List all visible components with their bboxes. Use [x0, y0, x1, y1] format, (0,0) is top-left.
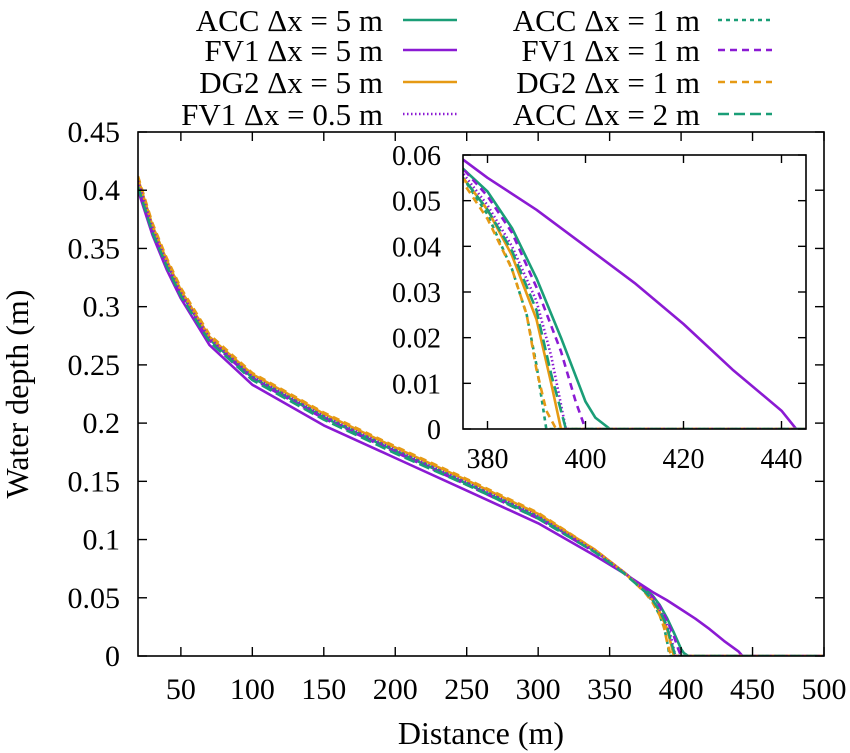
inset-series-line-fv1-dx-1 — [463, 166, 806, 429]
inset-series-line-acc-dx-2 — [463, 175, 806, 429]
x-axis-label: Distance (m) — [398, 715, 564, 751]
inset-plot: 380 400 420 440 0 0.01 0.02 0.03 0.04 0.05 0.06 — [392, 141, 807, 475]
y-tick-label: 0.4 — [83, 174, 121, 207]
inset-x-tick-label: 380 — [467, 444, 509, 475]
x-tick-label: 450 — [730, 673, 775, 706]
y-tick-label: 0.25 — [68, 349, 121, 382]
y-axis-label: Water depth (m) — [0, 290, 35, 499]
legend-label: FV1 Δx = 0.5 m — [181, 97, 383, 132]
main-plot: 50 100 150 200 250 300 350 400 450 500 0 0.05 0.1 0.1… — [0, 116, 847, 751]
inset-y-tick-label: 0.01 — [392, 369, 441, 400]
x-tick-label: 400 — [659, 673, 704, 706]
x-tick-label: 300 — [516, 673, 561, 706]
y-tick-label: 0.45 — [68, 116, 121, 149]
y-tick-label: 0.3 — [83, 291, 121, 324]
x-tick-label: 50 — [166, 673, 196, 706]
main-axis-ticks: 50 100 150 200 250 300 350 400 450 500 0 0.05 0.1 0.1… — [68, 116, 847, 706]
x-tick-label: 500 — [802, 673, 847, 706]
inset-series-line-dg2-dx-5 — [463, 175, 806, 429]
legend-label: ACC Δx = 5 m — [196, 3, 383, 38]
main-plot-frame — [137, 131, 825, 657]
inset-y-tick-label: 0.04 — [392, 232, 441, 263]
x-tick-label: 250 — [444, 673, 489, 706]
inset-x-tick-label: 420 — [663, 444, 705, 475]
y-tick-label: 0.2 — [83, 407, 121, 440]
inset-y-tick-label: 0.06 — [392, 141, 441, 172]
inset-y-tick-label: 0 — [427, 415, 441, 446]
main-series-line-acc-dx-2 — [138, 186, 824, 656]
y-tick-label: 0.15 — [68, 465, 121, 498]
inset-x-tick-label: 400 — [565, 444, 607, 475]
y-tick-label: 0.05 — [68, 582, 121, 615]
inset-y-tick-label: 0.05 — [392, 187, 441, 218]
x-tick-label: 200 — [373, 673, 418, 706]
y-tick-label: 0.1 — [83, 524, 121, 557]
legend: ACC Δx = 5 m ACC Δx = 1 m FV1 Δx = 5 m FV1 … — [181, 3, 772, 132]
y-tick-label: 0 — [105, 640, 120, 673]
x-tick-label: 100 — [230, 673, 275, 706]
legend-label: FV1 Δx = 1 m — [521, 33, 700, 68]
inset-series-line-fv1-dx-5 — [463, 157, 806, 429]
x-tick-label: 150 — [301, 673, 346, 706]
main-series-group — [138, 175, 824, 656]
legend-label: FV1 Δx = 5 m — [204, 33, 383, 68]
main-series-line-dg2-dx-1 — [138, 175, 824, 656]
y-tick-label: 0.35 — [68, 232, 121, 265]
inset-x-tick-label: 440 — [761, 444, 803, 475]
legend-label: ACC Δx = 2 m — [513, 97, 700, 132]
x-tick-label: 350 — [587, 673, 632, 706]
inset-series-line-acc-dx-5 — [463, 166, 806, 429]
legend-label: ACC Δx = 1 m — [513, 3, 700, 38]
inset-axis-ticks: 380 400 420 440 0 0.01 0.02 0.03 0.04 0.05 0.06 — [392, 141, 806, 475]
legend-label: DG2 Δx = 1 m — [516, 65, 700, 100]
inset-series-line-acc-dx-1 — [463, 175, 806, 429]
inset-y-tick-label: 0.02 — [392, 324, 441, 355]
main-series-line-fv1-dx-5 — [138, 189, 824, 656]
inset-series-group — [463, 157, 806, 429]
legend-label: DG2 Δx = 5 m — [199, 65, 383, 100]
inset-y-tick-label: 0.03 — [392, 278, 441, 309]
